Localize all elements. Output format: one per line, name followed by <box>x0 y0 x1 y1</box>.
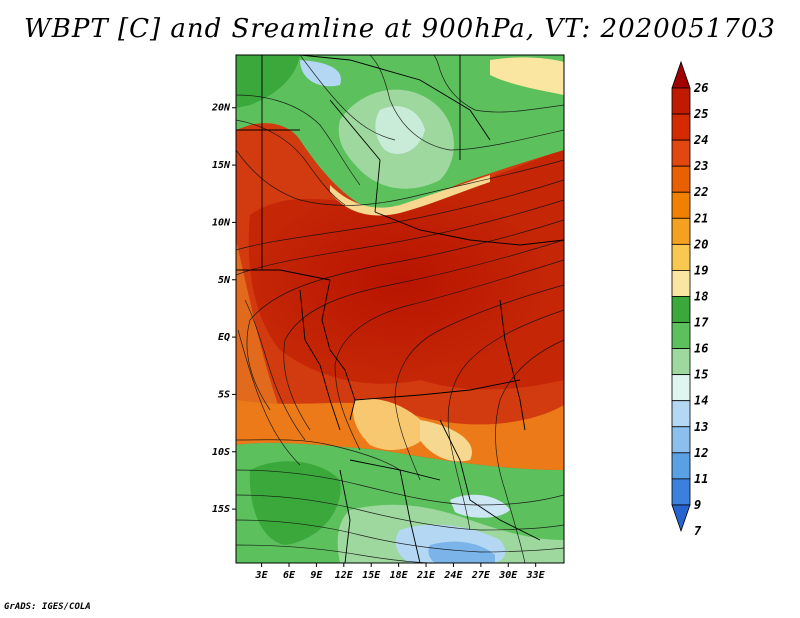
lat-label: 5N <box>218 275 231 286</box>
colorbar-label: 26 <box>693 81 708 95</box>
colorbar-label: 16 <box>694 342 708 356</box>
colorbar-label: 9 <box>694 498 701 512</box>
colorbar-label: 24 <box>693 133 708 147</box>
colorbar-swatch <box>671 139 691 167</box>
colorbar-label: 19 <box>694 263 708 277</box>
lon-label: 12E <box>335 570 354 581</box>
colorbar-swatch <box>671 452 691 480</box>
colorbar-label: 12 <box>694 446 708 460</box>
colorbar-top-arrow <box>671 60 691 89</box>
colorbar-swatch <box>671 217 691 245</box>
colorbar-swatch <box>671 296 691 323</box>
colorbar-label: 7 <box>694 524 702 538</box>
colorbar-label: 22 <box>693 185 708 199</box>
colorbar-swatch <box>671 426 691 454</box>
colorbar-swatch <box>671 322 691 349</box>
lat-label: 20N <box>211 103 231 114</box>
colorbar-swatch <box>671 374 691 402</box>
colorbar-label: 18 <box>694 289 708 303</box>
grads-credit: GrADS: IGES/COLA <box>4 602 91 612</box>
lon-label: 15E <box>362 570 381 581</box>
colorbar: 26 25 24 23 22 21 20 19 18 17 16 15 14 13 12 11 9 7 <box>671 60 709 538</box>
colorbar-label: 17 <box>694 316 709 330</box>
map-frame <box>235 54 565 564</box>
lat-label: 10N <box>212 217 231 228</box>
lon-label: 6E <box>283 570 296 581</box>
lon-label: 21E <box>416 570 436 581</box>
lon-label: 27E <box>471 570 491 581</box>
lon-label: 3E <box>255 570 269 581</box>
colorbar-swatch <box>671 400 691 428</box>
colorbar-label: 13 <box>694 420 708 434</box>
colorbar-label: 15 <box>694 368 708 382</box>
colorbar-label: 20 <box>693 237 708 251</box>
longitude-axis: 3E 6E 9E 12E 15E 18E 21E 24E 27E 30E 33E <box>255 563 546 581</box>
political-borders <box>236 55 564 563</box>
wbpt-field <box>236 55 564 563</box>
lon-label: 18E <box>390 570 409 581</box>
colorbar-swatch <box>671 243 691 271</box>
colorbar-swatch <box>671 87 691 115</box>
lon-label: 33E <box>526 570 546 581</box>
colorbar-label: 21 <box>693 211 708 225</box>
lat-label: 5S <box>218 389 230 400</box>
colorbar-bottom-arrow <box>671 504 691 533</box>
lon-label: 30E <box>498 570 518 581</box>
colorbar-swatch <box>671 348 691 376</box>
colorbar-swatch <box>671 270 691 297</box>
lat-label: 15S <box>212 504 230 515</box>
colorbar-swatch <box>671 165 691 193</box>
colorbar-label: 23 <box>693 159 708 173</box>
latitude-axis: 20N 15N 10N 5N EQ 5S 10S 15S <box>211 103 236 515</box>
colorbar-label: 14 <box>694 394 708 408</box>
colorbar-label: 11 <box>694 472 708 486</box>
lon-label: 24E <box>443 570 463 581</box>
lat-label: 15N <box>212 160 231 171</box>
colorbar-swatch <box>671 113 691 141</box>
colorbar-swatch <box>671 478 691 506</box>
colorbar-label: 25 <box>693 107 708 121</box>
colorbar-swatch <box>671 191 691 219</box>
lon-label: 9E <box>310 570 323 581</box>
lat-label: 10S <box>212 447 230 458</box>
lat-label: EQ <box>218 332 230 343</box>
figure-title: WBPT [C] and Sreamline at 900hPa, VT: 20… <box>24 14 776 44</box>
